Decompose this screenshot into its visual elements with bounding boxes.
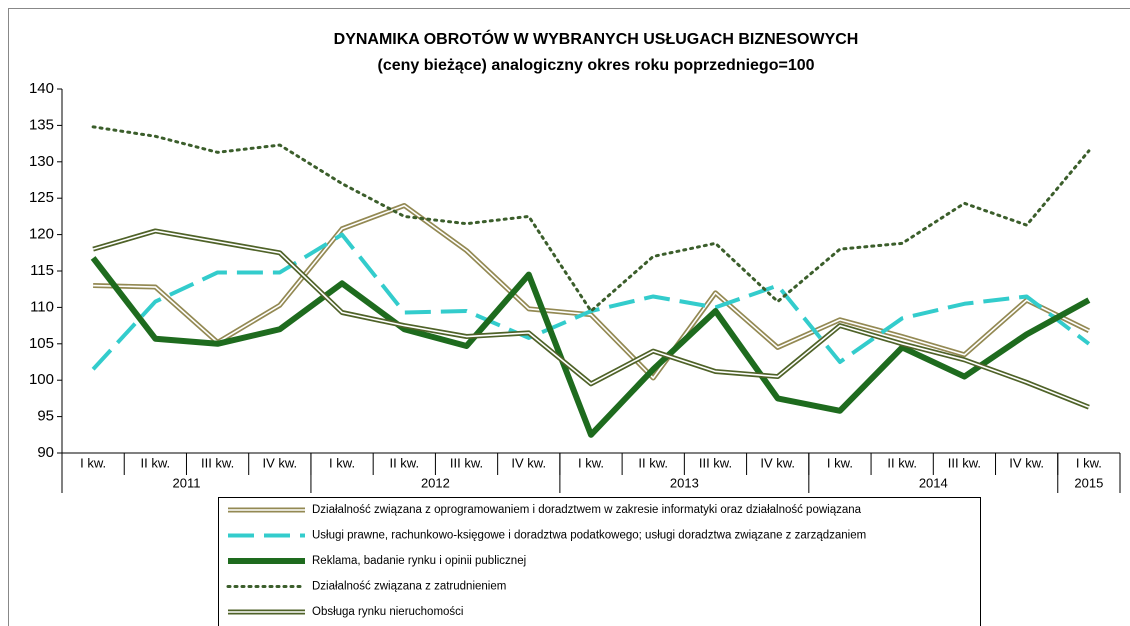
- x-tick-label: I kw.: [80, 455, 106, 470]
- x-tick-label: III kw.: [948, 455, 981, 470]
- x-tick-label: II kw.: [141, 455, 171, 470]
- x-tick-label: I kw.: [329, 455, 355, 470]
- y-tick-label: 105: [29, 335, 54, 352]
- line: [92, 228, 1090, 410]
- x-tick-label: IV kw.: [262, 455, 297, 470]
- legend-label: Usługi prawne, rachunkowo-księgowe i dor…: [312, 530, 866, 542]
- y-tick-label: 100: [29, 371, 54, 388]
- line: [90, 256, 1091, 438]
- x-group-label: 2011: [172, 475, 200, 490]
- y-tick-label: 115: [30, 262, 54, 279]
- y-tick-label: 110: [30, 298, 54, 315]
- legend-label: Działalność związana z oprogramowaniem i…: [312, 504, 862, 516]
- x-group-label: 2014: [919, 475, 948, 490]
- frame: [8, 8, 1130, 626]
- y-tick-label: 140: [29, 80, 54, 97]
- x-tick-label: II kw.: [887, 455, 917, 470]
- legend-label: Obsługa rynku nieruchomości: [312, 606, 464, 618]
- x-tick-label: IV kw.: [1009, 455, 1044, 470]
- line-inner: [92, 230, 1090, 408]
- x-tick-label: III kw.: [201, 455, 234, 470]
- x-tick-label: II kw.: [638, 455, 668, 470]
- x-group-label: 2012: [421, 475, 450, 490]
- chart-subtitle: (ceny bieżące) analogiczny okres roku po…: [377, 57, 814, 74]
- line: [91, 232, 1091, 371]
- legend-label: Reklama, badanie rynku i opinii publiczn…: [312, 555, 526, 567]
- x-tick-label: I kw.: [1076, 455, 1102, 470]
- x-tick-label: III kw.: [699, 455, 732, 470]
- legend-label: Działalność związana z zatrudnieniem: [312, 581, 506, 593]
- y-tick-label: 90: [37, 444, 54, 461]
- x-tick-label: I kw.: [827, 455, 853, 470]
- x-group-label: 2015: [1074, 475, 1103, 490]
- x-tick-label: III kw.: [450, 455, 483, 470]
- y-tick-label: 120: [29, 226, 54, 243]
- x-tick-label: IV kw.: [760, 455, 795, 470]
- x-tick-label: IV kw.: [511, 455, 546, 470]
- legend-box: [218, 497, 981, 626]
- line: [91, 125, 1091, 313]
- line-inner: [93, 204, 1090, 379]
- y-tick-label: 130: [29, 153, 54, 170]
- chart-title: DYNAMIKA OBROTÓW W WYBRANYCH USŁUGACH BI…: [334, 29, 859, 48]
- x-group-label: 2013: [670, 475, 699, 490]
- x-tick-label: II kw.: [389, 455, 419, 470]
- y-tick-label: 95: [37, 408, 54, 425]
- y-tick-label: 135: [29, 116, 54, 133]
- x-tick-label: I kw.: [578, 455, 604, 470]
- y-tick-label: 125: [29, 189, 54, 206]
